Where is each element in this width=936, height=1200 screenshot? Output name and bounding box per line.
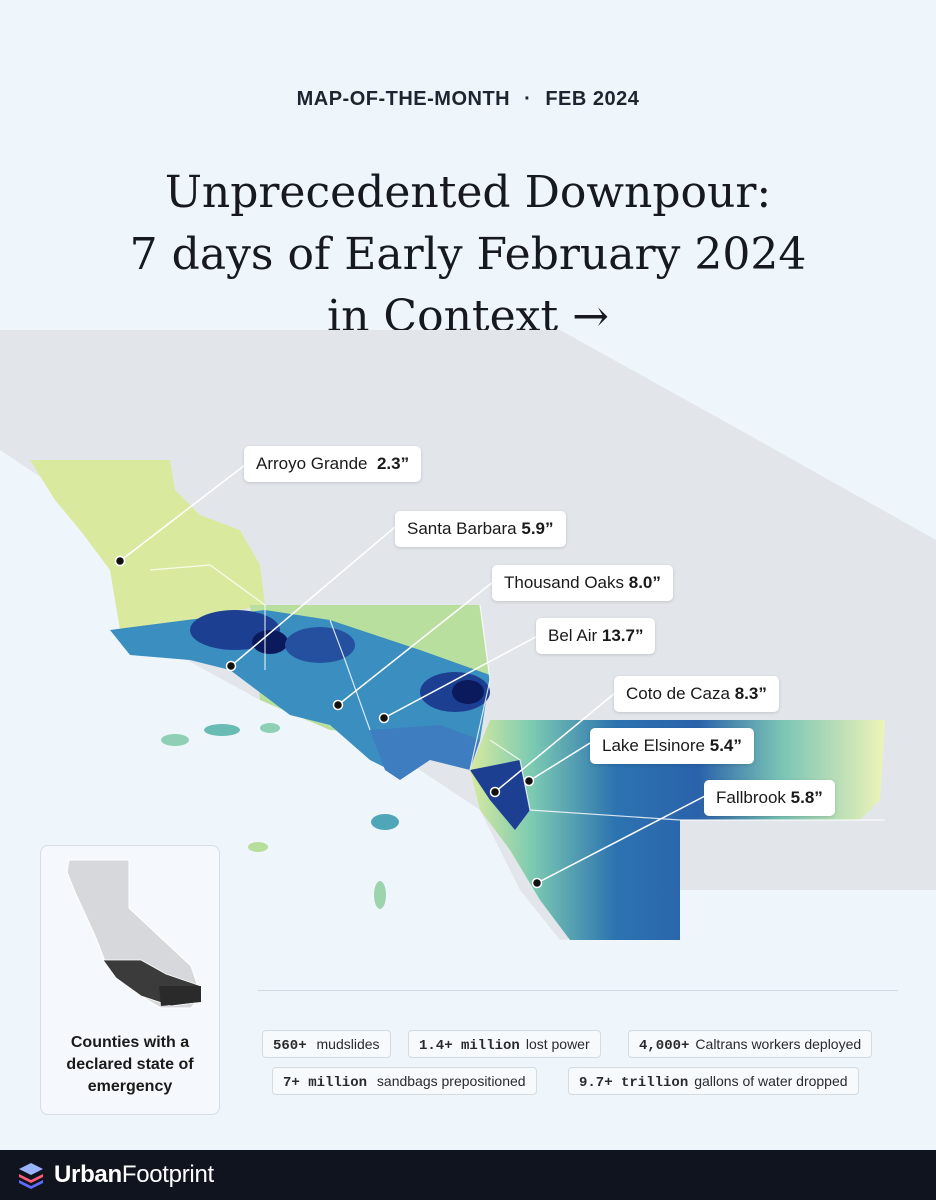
- california-outline-icon: [66, 859, 202, 1009]
- kicker-date: FEB 2024: [545, 88, 640, 110]
- location-markers: [114, 555, 543, 889]
- channel-islands: [161, 723, 399, 909]
- rain-core-la-peak: [452, 680, 484, 704]
- title-line-1: Unprecedented Downpour:: [164, 167, 772, 218]
- label-bel-air: Bel Air 13.7”: [536, 618, 656, 654]
- label-value: 13.7”: [601, 626, 644, 645]
- label-place: Coto de Caza: [626, 684, 730, 703]
- label-fallbrook: Fallbrook 5.8”: [704, 780, 835, 816]
- inset-caption: Counties with a declared state of emerge…: [41, 1032, 219, 1098]
- kicker-label: MAP-OF-THE-MONTH: [296, 88, 511, 110]
- label-value: 5.8”: [790, 788, 823, 807]
- label-place: Fallbrook: [716, 788, 786, 807]
- brand-name-bold: Urban: [54, 1161, 122, 1188]
- marker-santa-barbara: [225, 660, 237, 672]
- stat-text: Caltrans workers deployed: [695, 1036, 862, 1052]
- label-santa-barbara: Santa Barbara 5.9”: [395, 511, 566, 547]
- leader-lines: [119, 464, 706, 884]
- label-thousand-oaks: Thousand Oaks 8.0”: [492, 565, 673, 601]
- inland-empire-region: [470, 720, 885, 940]
- marker-lake-elsinore: [523, 775, 535, 787]
- rainfall-map: [0, 330, 936, 940]
- page-title: Unprecedented Downpour: 7 days of Early …: [0, 162, 936, 348]
- stat-water: 9.7+ trillion gallons of water dropped: [568, 1067, 859, 1095]
- label-place: Thousand Oaks: [504, 573, 625, 592]
- marker-fallbrook: [531, 877, 543, 889]
- label-place: Lake Elsinore: [602, 736, 706, 755]
- marker-bel-air: [378, 712, 390, 724]
- kicker: MAP-OF-THE-MONTH · FEB 2024: [0, 88, 936, 111]
- label-value: 5.4”: [709, 736, 742, 755]
- stat-number: 7+ million: [283, 1075, 368, 1091]
- inset-caption-line-3: emergency: [87, 1078, 173, 1095]
- kicker-separator: ·: [524, 88, 532, 110]
- marker-coto-de-caza: [489, 786, 501, 798]
- county-borders: [149, 564, 885, 821]
- stat-text: sandbags prepositioned: [376, 1073, 526, 1089]
- stat-caltrans: 4,000+ Caltrans workers deployed: [628, 1030, 873, 1058]
- rain-core-sb-peak: [252, 630, 288, 654]
- stat-number: 560+: [273, 1038, 307, 1054]
- footer: UrbanFootprint: [0, 1150, 936, 1200]
- stat-number: 9.7+ trillion: [579, 1075, 689, 1091]
- label-place: Santa Barbara: [407, 519, 517, 538]
- rain-core-ventura: [285, 627, 355, 663]
- marker-thousand-oaks: [332, 699, 344, 711]
- stacked-layers-icon: [19, 1163, 43, 1189]
- label-value: 8.0”: [628, 573, 661, 592]
- label-coto-de-caza: Coto de Caza 8.3”: [614, 676, 779, 712]
- stat-sandbags: 7+ million sandbags prepositioned: [272, 1067, 537, 1095]
- marker-arroyo-grande: [114, 555, 126, 567]
- coastal-region-north: [30, 460, 265, 630]
- title-line-2: 7 days of Early February 2024: [129, 229, 807, 280]
- label-lake-elsinore: Lake Elsinore 5.4”: [590, 728, 754, 764]
- stat-lost-power: 1.4+ million lost power: [408, 1030, 601, 1058]
- inset-california: Counties with a declared state of emerge…: [40, 845, 220, 1115]
- stat-number: 1.4+ million: [419, 1038, 520, 1054]
- label-value: 2.3”: [376, 454, 410, 473]
- brand-name-light: Footprint: [121, 1161, 214, 1188]
- stat-text: lost power: [525, 1036, 590, 1052]
- stat-number: 4,000+: [639, 1038, 690, 1054]
- inset-caption-line-2: declared state of: [66, 1056, 194, 1073]
- stat-text: gallons of water dropped: [694, 1073, 848, 1089]
- stat-mudslides: 560+ mudslides: [262, 1030, 391, 1058]
- stat-text: mudslides: [316, 1036, 380, 1052]
- brand-logo[interactable]: UrbanFootprint: [16, 1160, 214, 1190]
- label-place: Arroyo Grande: [256, 454, 368, 473]
- inset-caption-line-1: Counties with a: [70, 1034, 190, 1051]
- label-place: Bel Air: [548, 626, 598, 645]
- brand-name: UrbanFootprint: [54, 1161, 214, 1189]
- label-value: 5.9”: [521, 519, 554, 538]
- la-basin: [370, 725, 480, 780]
- stats-divider: [258, 990, 898, 991]
- label-value: 8.3”: [734, 684, 767, 703]
- label-arroyo-grande: Arroyo Grande 2.3”: [244, 446, 422, 482]
- oc-coastal-core: [470, 760, 530, 830]
